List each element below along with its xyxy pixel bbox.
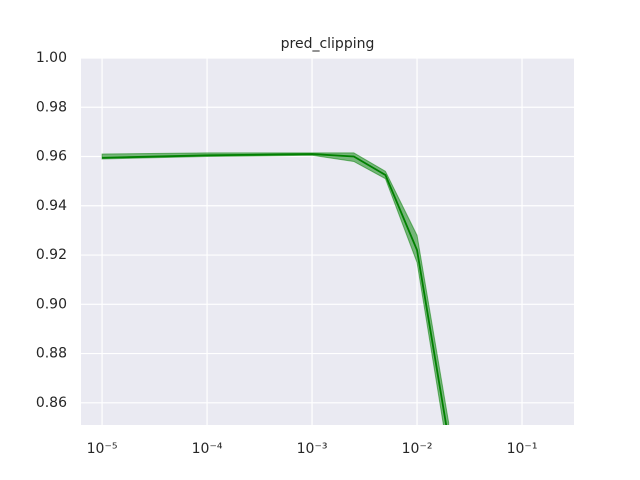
chart-title: pred_clipping — [281, 36, 375, 52]
y-tick-label: 0.86 — [36, 395, 67, 411]
plot-background — [81, 58, 574, 425]
y-tick-label: 0.98 — [36, 99, 67, 115]
y-tick-label: 0.90 — [36, 296, 67, 312]
x-tick-label: 10⁻³ — [297, 441, 328, 457]
x-tick-label: 10⁻⁵ — [87, 441, 118, 457]
x-tick-label: 10⁻² — [402, 441, 433, 457]
plot-layer — [101, 152, 450, 425]
x-tick-label: 10⁻¹ — [507, 441, 538, 457]
x-tick-label: 10⁻⁴ — [192, 441, 223, 457]
y-tick-label: 0.96 — [36, 149, 67, 165]
y-tick-label: 0.88 — [36, 346, 67, 362]
y-tick-label: 0.92 — [36, 247, 67, 263]
line — [102, 153, 448, 425]
confidence-band — [101, 152, 450, 425]
y-tick-label: 0.94 — [36, 198, 67, 214]
y-tick-label: 1.00 — [36, 50, 67, 66]
